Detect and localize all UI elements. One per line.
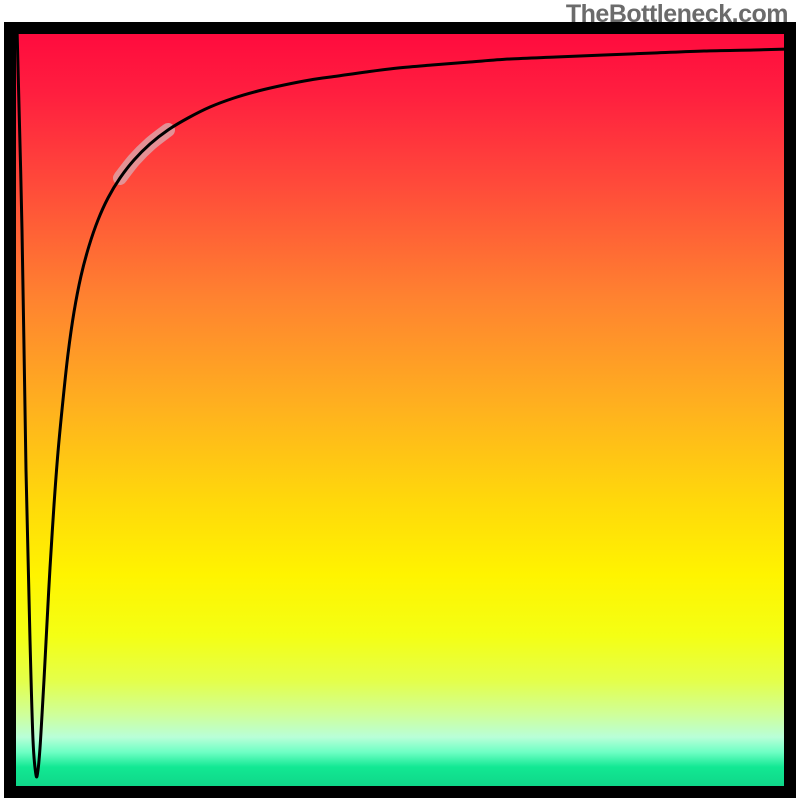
watermark-source-label: TheBottleneck.com bbox=[566, 0, 788, 29]
plot-background bbox=[16, 34, 784, 786]
